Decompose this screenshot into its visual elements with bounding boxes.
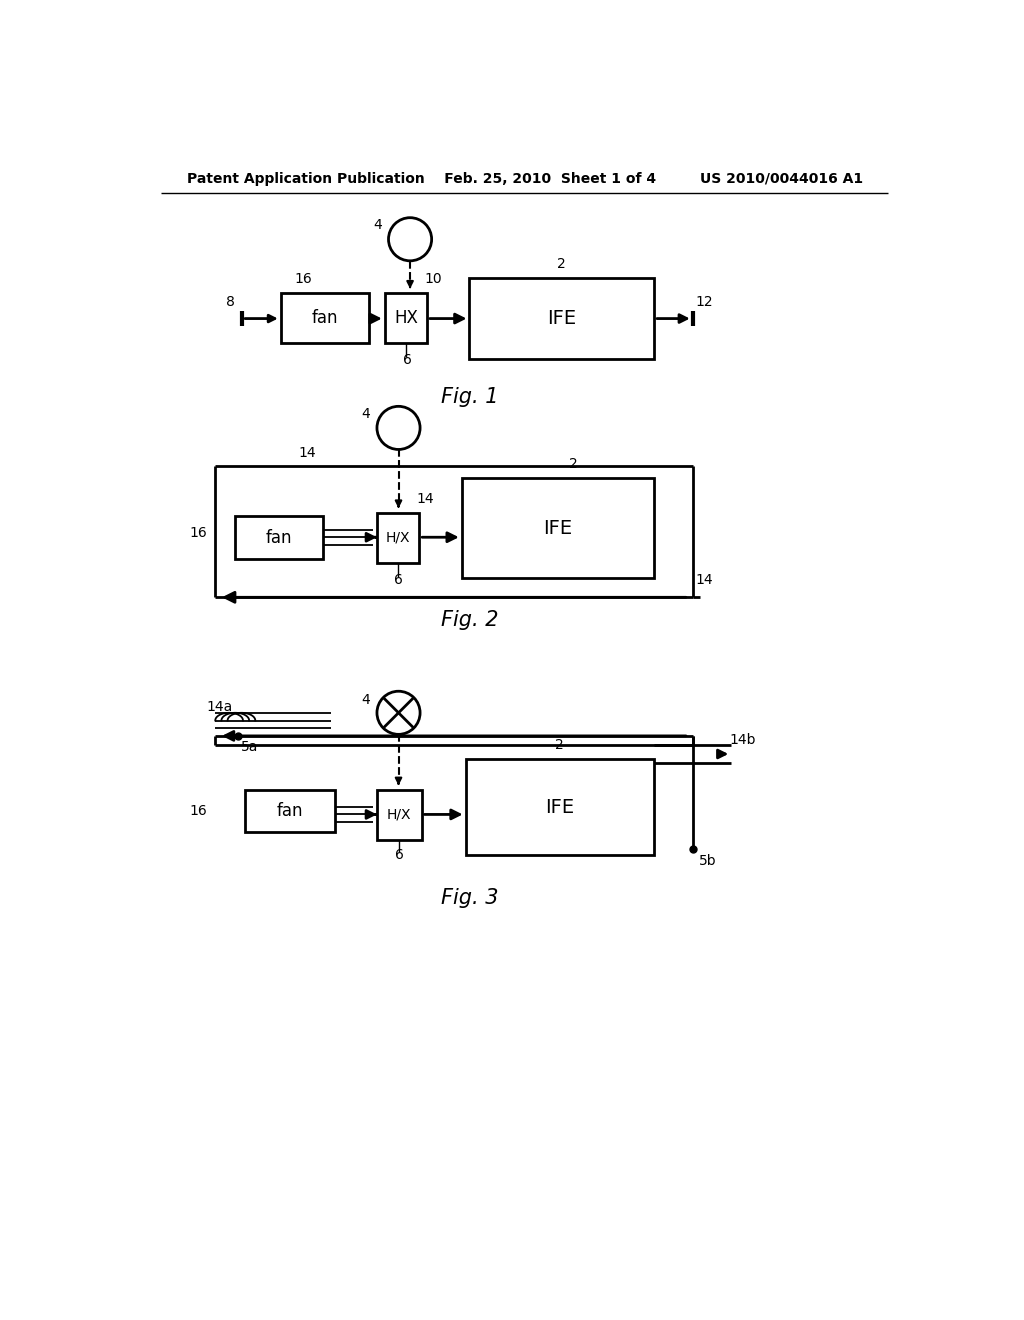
Text: 14a: 14a — [206, 700, 232, 714]
Text: 14b: 14b — [729, 733, 756, 747]
Text: Fig. 1: Fig. 1 — [440, 387, 498, 407]
Bar — [245, 789, 335, 832]
Text: 4: 4 — [361, 407, 371, 421]
Text: 16: 16 — [189, 527, 207, 540]
Text: 12: 12 — [695, 294, 713, 309]
Bar — [281, 293, 370, 343]
Circle shape — [377, 692, 420, 734]
Text: 16: 16 — [295, 272, 312, 286]
Text: Patent Application Publication    Feb. 25, 2010  Sheet 1 of 4         US 2010/00: Patent Application Publication Feb. 25, … — [186, 172, 863, 186]
Text: 16: 16 — [189, 804, 207, 817]
Text: H/X: H/X — [387, 808, 412, 822]
Text: IFE: IFE — [547, 309, 577, 327]
Text: HX: HX — [394, 309, 418, 327]
Text: IFE: IFE — [545, 797, 574, 817]
Bar — [466, 759, 654, 855]
Text: 10: 10 — [424, 272, 442, 286]
Text: 4: 4 — [361, 693, 371, 708]
Bar — [385, 293, 427, 343]
Text: 5b: 5b — [699, 854, 717, 867]
Text: 6: 6 — [402, 354, 412, 367]
Text: 2: 2 — [557, 257, 566, 271]
Text: IFE: IFE — [544, 519, 572, 537]
Bar — [234, 516, 323, 558]
Circle shape — [388, 218, 432, 261]
Text: 5a: 5a — [242, 741, 259, 755]
Text: 6: 6 — [395, 849, 403, 862]
Text: 8: 8 — [226, 294, 236, 309]
Text: Fig. 2: Fig. 2 — [440, 610, 498, 631]
Bar — [462, 478, 654, 578]
Text: 14: 14 — [695, 573, 713, 587]
Text: 4: 4 — [374, 218, 382, 232]
Text: 6: 6 — [393, 573, 402, 586]
Bar — [469, 277, 654, 359]
Text: fan: fan — [265, 528, 292, 546]
Bar — [377, 512, 419, 562]
Text: H/X: H/X — [386, 531, 411, 545]
Text: 14: 14 — [417, 492, 434, 506]
Circle shape — [377, 407, 420, 449]
Text: fan: fan — [276, 803, 303, 820]
Text: 2: 2 — [555, 738, 564, 752]
Text: 2: 2 — [569, 457, 578, 471]
Text: 14: 14 — [299, 446, 316, 459]
Bar — [377, 789, 422, 840]
Text: Fig. 3: Fig. 3 — [440, 887, 498, 908]
Text: fan: fan — [311, 309, 338, 327]
